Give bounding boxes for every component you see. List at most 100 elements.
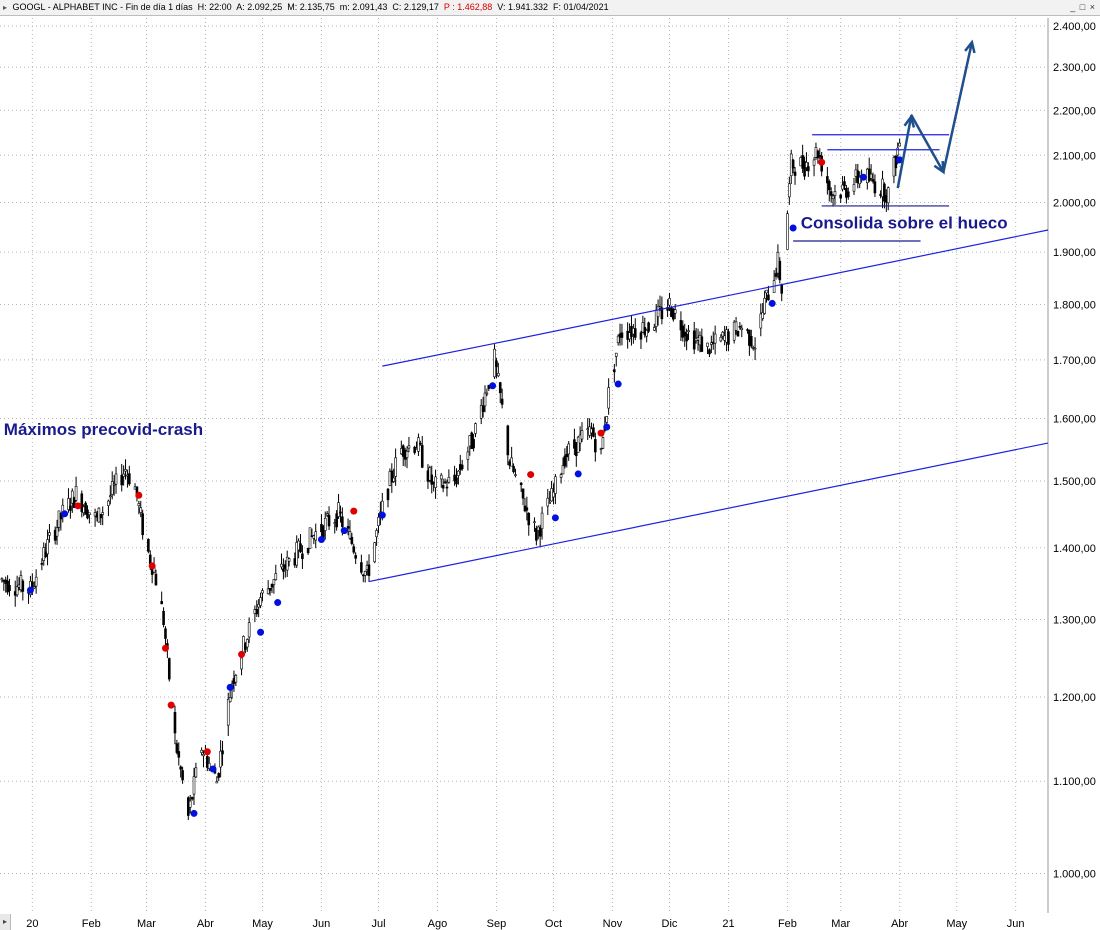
x-tick-label: Sep bbox=[487, 918, 507, 930]
candle-body bbox=[173, 712, 177, 734]
candle-body bbox=[72, 497, 76, 508]
candle-body bbox=[805, 162, 808, 168]
candle-body bbox=[873, 181, 877, 194]
candle-body bbox=[639, 332, 643, 340]
red-signal-marker bbox=[167, 701, 175, 709]
low-value: m: 2.091,43 bbox=[339, 2, 388, 12]
close-value: C: 2.129,17 bbox=[392, 2, 439, 12]
candle-body bbox=[122, 473, 125, 477]
candle-body bbox=[767, 294, 770, 301]
candle-body bbox=[827, 181, 831, 191]
candle-body bbox=[40, 563, 44, 565]
candle-body bbox=[803, 161, 806, 177]
candle-body bbox=[447, 476, 451, 483]
candle-body bbox=[681, 325, 685, 338]
chart-title-bar: ▸ GOOGL - ALPHABET INC - Fin de día 1 dí… bbox=[0, 0, 1100, 16]
menu-arrow-icon[interactable]: ▸ bbox=[2, 3, 7, 12]
blue-signal-marker bbox=[61, 510, 69, 518]
candle-body bbox=[327, 515, 331, 527]
candle-body bbox=[605, 416, 609, 423]
candle-body bbox=[179, 766, 182, 770]
candle-body bbox=[107, 500, 110, 506]
candle-body bbox=[245, 639, 249, 648]
candle-body bbox=[139, 507, 143, 513]
candle-body bbox=[843, 181, 846, 187]
candle-body bbox=[652, 327, 656, 331]
candle-body bbox=[514, 474, 517, 476]
candle-body bbox=[485, 392, 489, 395]
price-chart[interactable]: 1.000,00 1.100,00 1.200,00 1.300,00 1.400,00… bbox=[0, 15, 1100, 930]
candle-body bbox=[894, 156, 898, 169]
candle-body bbox=[533, 521, 536, 524]
window-controls-icon[interactable]: _ □ × bbox=[1070, 2, 1096, 12]
candle-body bbox=[350, 536, 354, 544]
chart-annotation: Consolida sobre el hueco bbox=[801, 214, 1008, 233]
candle-body bbox=[601, 437, 605, 449]
candle-body bbox=[228, 697, 232, 703]
candle-body bbox=[430, 474, 434, 485]
trendline bbox=[494, 229, 1049, 345]
candle-body bbox=[519, 482, 523, 486]
candle-body bbox=[314, 531, 318, 541]
candle-body bbox=[247, 622, 251, 638]
candle-body bbox=[546, 497, 550, 507]
period-label: Fin de día 1 días bbox=[125, 2, 193, 12]
candle-body bbox=[255, 608, 259, 615]
red-signal-marker bbox=[527, 471, 535, 479]
candle-body bbox=[466, 451, 470, 460]
candle-body bbox=[177, 751, 181, 758]
candle-body bbox=[188, 800, 192, 808]
candle-body bbox=[84, 502, 87, 515]
candle-body bbox=[420, 445, 424, 468]
candle-body bbox=[167, 658, 171, 680]
candle-body bbox=[497, 372, 500, 377]
candle-body bbox=[352, 546, 356, 553]
candle-body bbox=[124, 469, 127, 472]
candle-body bbox=[481, 405, 485, 412]
candle-body bbox=[217, 773, 221, 778]
y-tick-label: 1.000,00 bbox=[1053, 868, 1096, 880]
candle-body bbox=[616, 335, 620, 344]
candle-body bbox=[538, 527, 542, 537]
candle-body bbox=[525, 507, 529, 511]
candle-body bbox=[70, 490, 74, 504]
blue-signal-marker bbox=[209, 765, 217, 773]
candle-body bbox=[200, 749, 203, 753]
candle-body bbox=[831, 195, 835, 200]
scroll-left-icon[interactable]: ▸ bbox=[0, 914, 11, 930]
candle-body bbox=[207, 762, 211, 769]
candle-body bbox=[282, 568, 285, 572]
candle-body bbox=[647, 322, 650, 332]
candle-body bbox=[441, 485, 445, 489]
candle-body bbox=[700, 336, 704, 352]
candle-body bbox=[339, 511, 342, 514]
candle-body bbox=[74, 486, 78, 501]
candle-body bbox=[15, 586, 19, 596]
candle-body bbox=[110, 481, 114, 495]
candle-body bbox=[552, 491, 555, 498]
x-tick-label: 21 bbox=[722, 918, 734, 930]
candle-body bbox=[137, 503, 141, 506]
candle-body bbox=[896, 147, 900, 156]
candle-body bbox=[512, 465, 515, 473]
candle-body bbox=[732, 321, 736, 341]
candle-body bbox=[846, 191, 850, 198]
candle-body bbox=[308, 527, 312, 549]
candle-body bbox=[753, 347, 757, 350]
candle-body bbox=[381, 500, 384, 513]
candle-body bbox=[774, 273, 778, 277]
candle-body bbox=[405, 451, 409, 458]
red-signal-marker bbox=[818, 158, 826, 166]
candle-body bbox=[394, 457, 397, 477]
candle-body bbox=[727, 331, 730, 345]
candle-body bbox=[285, 556, 289, 571]
red-signal-marker bbox=[350, 507, 358, 515]
candle-body bbox=[829, 191, 833, 196]
open-value: A: 2.092,25 bbox=[236, 2, 283, 12]
candle-body bbox=[386, 488, 390, 501]
candle-body bbox=[439, 474, 443, 480]
candle-body bbox=[348, 531, 352, 539]
projection-arrow bbox=[909, 114, 945, 173]
candle-body bbox=[708, 349, 711, 355]
red-signal-marker bbox=[148, 562, 156, 570]
